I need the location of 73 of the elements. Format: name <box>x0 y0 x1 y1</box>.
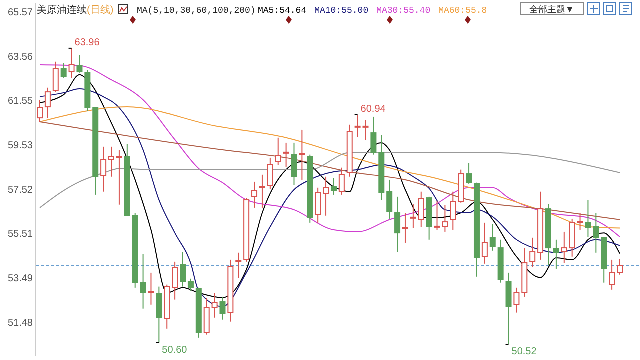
candlestick <box>291 142 298 186</box>
text: MA60:55.8 <box>438 6 488 16</box>
chart-subtitle: (日线) <box>87 4 114 16</box>
candlestick <box>212 292 218 318</box>
candlestick <box>267 157 274 190</box>
y-tick-label: 59.53 <box>8 140 34 152</box>
annotation: 全部主题▼ <box>530 4 574 14</box>
annotation: 63.96 <box>74 37 100 48</box>
candlestick <box>323 176 330 216</box>
candlestick <box>315 187 322 224</box>
y-tick-label: 63.56 <box>8 52 34 63</box>
candlestick <box>394 196 401 253</box>
line-series <box>40 106 620 229</box>
candlestick <box>402 212 408 244</box>
candlestick <box>450 191 456 230</box>
candlestick <box>44 87 51 119</box>
candlestick <box>530 237 536 268</box>
text: MA10:55.00 <box>314 6 369 16</box>
y-tick-label: 55.51 <box>8 229 34 240</box>
candlestick <box>283 142 290 168</box>
candlestick <box>252 181 258 208</box>
candlestick <box>338 167 345 196</box>
candlestick <box>275 137 282 166</box>
legend-title: MA(5,10,30,60,100,200) <box>137 6 256 16</box>
candlestick <box>466 162 472 184</box>
candlestick <box>52 61 59 93</box>
text: MA30:55.40 <box>376 6 431 16</box>
annotation: 50.60 <box>162 344 188 356</box>
line-series <box>40 152 620 208</box>
candlestick <box>593 212 600 254</box>
candlestick <box>116 150 122 206</box>
candlestick <box>577 212 584 230</box>
candlestick <box>140 253 146 310</box>
candlestick <box>354 114 361 138</box>
candlestick <box>490 224 496 252</box>
candlestick <box>514 287 520 314</box>
candlestick <box>188 278 194 292</box>
candlestick <box>482 222 488 264</box>
y-tick-label: 61.55 <box>8 96 34 108</box>
candlestick <box>561 231 568 264</box>
chart-title: 美原油连续 <box>37 4 87 16</box>
candlestick <box>172 261 178 300</box>
line-series <box>40 122 620 220</box>
candlestick <box>100 146 107 192</box>
candlestick <box>108 146 115 178</box>
annotation: 50.52 <box>512 346 538 358</box>
candlestick <box>76 54 83 74</box>
candlestick <box>410 203 416 228</box>
y-tick-label: 65.57 <box>8 7 34 18</box>
candlestick <box>370 116 377 156</box>
candlestick <box>180 252 186 288</box>
candlestick <box>386 179 393 220</box>
candlestick <box>220 296 226 320</box>
candlestick <box>299 129 306 180</box>
candlestick <box>330 177 337 196</box>
line-series <box>40 64 620 238</box>
annotation: 60.94 <box>360 104 386 115</box>
candlestick <box>37 99 43 123</box>
candlestick <box>68 48 75 78</box>
y-tick-label: 51.48 <box>8 318 34 329</box>
candlestick <box>585 200 592 238</box>
candlestick <box>553 239 560 270</box>
candlestick <box>617 258 623 276</box>
y-tick-label: 53.49 <box>8 274 34 285</box>
y-tick-label: 57.52 <box>8 184 34 196</box>
text: MA5:54.64 <box>258 6 307 16</box>
candlestick <box>60 62 67 78</box>
candlestick <box>236 252 242 279</box>
candlestick <box>362 120 369 141</box>
candlestick <box>148 272 154 306</box>
candlestick <box>259 174 266 208</box>
candlestick <box>609 259 616 290</box>
candlestick <box>418 191 424 228</box>
